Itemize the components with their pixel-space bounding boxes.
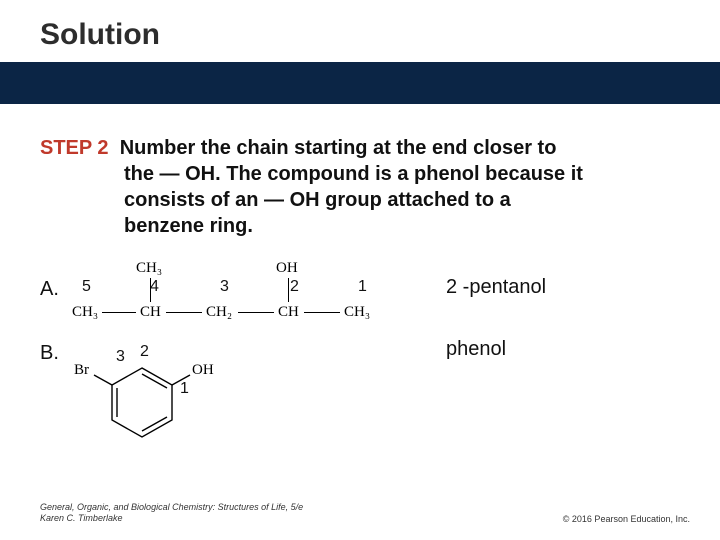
diag-a-num-5: 5 (82, 278, 91, 296)
diag-b-oh: OH (192, 362, 214, 379)
diag-a-bond (166, 312, 202, 313)
diag-b-num-2: 2 (140, 343, 149, 361)
diag-a-bot-4: CH (278, 304, 299, 321)
diag-a-bot-5: CH₃ (344, 304, 370, 321)
diag-a-bot-2: CH (140, 304, 161, 321)
divider-bar (0, 62, 720, 104)
diagram-a: 5 4 3 2 1 CH₃ OH CH₃ CH CH₂ CH CH₃ (80, 260, 410, 328)
diag-a-bot-1: CH₃ (72, 304, 98, 321)
diagram-b: Br OH 3 2 1 (72, 340, 242, 460)
diag-b-num-1: 1 (180, 380, 189, 398)
page-title: Solution (40, 18, 160, 52)
benzene-ring-icon (72, 340, 242, 460)
diag-a-bond (238, 312, 274, 313)
diag-a-vbond (288, 278, 289, 302)
footer-left-line2: Karen C. Timberlake (40, 513, 122, 523)
item-b-answer: phenol (446, 338, 506, 361)
footer-right: © 2016 Pearson Education, Inc. (563, 514, 690, 524)
diag-b-br: Br (74, 362, 89, 379)
diag-a-bond (304, 312, 340, 313)
diag-a-vbond (150, 278, 151, 302)
step-line4: benzene ring. (40, 213, 680, 239)
diag-a-num-2: 2 (290, 278, 299, 296)
step-line2: the — OH. The compound is a phenol becau… (40, 161, 680, 187)
step-line3: consists of an — OH group attached to a (40, 187, 680, 213)
footer-left: General, Organic, and Biological Chemist… (40, 502, 303, 524)
diag-a-top-oh: OH (276, 260, 298, 277)
item-a-answer: 2 -pentanol (446, 276, 546, 299)
diag-b-num-3: 3 (116, 348, 125, 366)
diag-a-num-3: 3 (220, 278, 229, 296)
footer-left-line1: General, Organic, and Biological Chemist… (40, 502, 303, 512)
item-a-label: A. (40, 278, 59, 301)
step-text: STEP 2 Number the chain starting at the … (40, 135, 680, 239)
step-label: STEP 2 (40, 137, 109, 159)
diag-a-num-1: 1 (358, 278, 367, 296)
diag-a-bond (102, 312, 136, 313)
diag-a-num-4: 4 (150, 278, 159, 296)
item-b-label: B. (40, 342, 59, 365)
diag-a-top-ch3: CH₃ (136, 260, 162, 277)
step-line1: Number the chain starting at the end clo… (120, 137, 557, 159)
slide: Solution STEP 2 Number the chain startin… (0, 0, 720, 540)
diag-a-bot-3: CH₂ (206, 304, 232, 321)
